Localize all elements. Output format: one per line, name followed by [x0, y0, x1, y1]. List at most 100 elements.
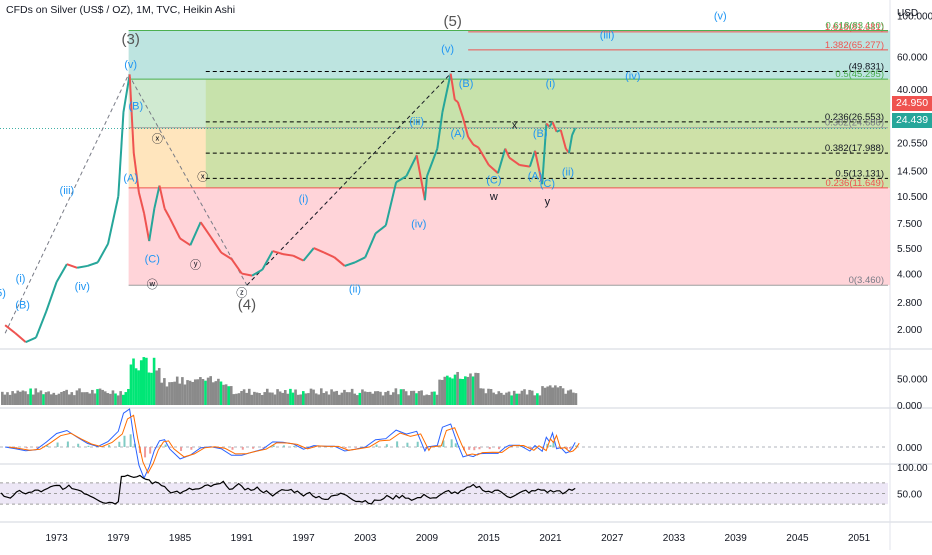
macd-hist-bar [569, 447, 571, 449]
volume-bar [240, 391, 243, 405]
price-segment [26, 338, 36, 343]
volume-bar [143, 357, 146, 405]
volume-bar [124, 392, 127, 405]
wave-label: (iii) [409, 116, 424, 128]
wave-label: 5) [0, 288, 6, 300]
volume-bar [14, 393, 17, 405]
price-segment [98, 244, 108, 263]
volume-bar [52, 393, 55, 405]
macd-hist-bar [355, 447, 357, 448]
macd-hist-bar [557, 447, 559, 448]
fib-level-label: 1.382(65.277) [825, 40, 884, 51]
fib-level-label: 0(3.460) [849, 275, 884, 286]
volume-bar [410, 391, 413, 405]
volume-bar [191, 382, 194, 405]
volume-bar [163, 378, 166, 405]
macd-hist-bar [118, 442, 120, 447]
volume-bar [256, 392, 259, 405]
volume-bar [130, 364, 133, 405]
time-axis-tick: 2051 [848, 533, 871, 544]
volume-bar [132, 358, 135, 405]
time-axis-tick: 1985 [169, 533, 192, 544]
volume-bar [379, 392, 382, 405]
wave-label: (ii) [562, 167, 574, 179]
wave-label: (v) [441, 44, 454, 56]
macd-hist-bar [190, 447, 192, 450]
macd-hist-bar [149, 447, 151, 454]
volume-bar [446, 376, 449, 405]
volume-bar [387, 391, 390, 405]
volume-bar [238, 393, 241, 405]
wave-label: (iii) [600, 30, 615, 42]
volume-bar [407, 395, 410, 405]
volume-bar [503, 395, 506, 405]
time-axis-tick: 1973 [45, 533, 68, 544]
macd-hist-bar [549, 445, 551, 447]
time-axis-tick: 2015 [478, 533, 501, 544]
macd-hist-bar [468, 447, 470, 450]
time-axis-tick: 2045 [786, 533, 809, 544]
volume-bar [137, 370, 140, 405]
volume-bar [189, 381, 192, 405]
macd-hist-bar [478, 447, 480, 449]
volume-bar [70, 392, 73, 405]
macd-hist-bar [36, 447, 38, 448]
volume-bar [335, 391, 338, 405]
volume-bar [557, 387, 560, 405]
price-axis-tick: 7.500 [897, 219, 922, 230]
volume-bar [330, 389, 333, 405]
wave-label: (iv) [75, 281, 90, 293]
volume-bar [55, 395, 58, 405]
volume-bar [451, 378, 454, 405]
volume-bar [364, 391, 367, 405]
macd-hist-bar [283, 445, 285, 447]
volume-bar [449, 377, 452, 405]
volume-bar [433, 392, 436, 405]
volume-bar [227, 386, 230, 405]
macd-hist-bar [130, 434, 132, 447]
volume-bar [104, 391, 107, 405]
volume-bar [521, 391, 524, 405]
volume-bar [60, 392, 63, 405]
wave-label: w [489, 191, 498, 203]
volume-bar [279, 391, 282, 405]
volume-bar [575, 393, 578, 405]
volume-bar [11, 391, 14, 405]
volume-bar [230, 386, 233, 405]
volume-bar [207, 378, 210, 405]
trend-line-1 [5, 74, 128, 333]
volume-bar [317, 394, 320, 405]
volume-bar [225, 384, 228, 405]
macd-hist-bar [26, 447, 28, 448]
volume-bar [425, 395, 428, 405]
volume-bar [369, 392, 372, 405]
volume-bar [315, 393, 318, 405]
volume-bar [40, 390, 43, 405]
time-axis-tick: 2021 [539, 533, 562, 544]
volume-bar [428, 395, 431, 405]
volume-bar [271, 393, 274, 405]
volume-bar [76, 390, 79, 405]
volume-bar [554, 385, 557, 405]
volume-bar [325, 391, 328, 405]
volume-axis-tick: 50.000 [897, 375, 928, 386]
volume-bar [518, 394, 521, 405]
volume-bar [176, 377, 179, 405]
volume-bar [348, 392, 351, 405]
volume-bar [341, 393, 344, 405]
wave-label: (B) [15, 300, 30, 312]
wave-label: (i) [546, 78, 556, 90]
macd-hist-bar [293, 446, 295, 447]
time-axis-tick: 2027 [601, 533, 624, 544]
volume-bar [148, 373, 151, 405]
fib-level-label: 0.236(11.649) [826, 178, 884, 189]
volume-bar [65, 390, 68, 405]
volume-bar [78, 388, 81, 405]
macd-hist-bar [417, 442, 419, 447]
volume-bar [122, 395, 125, 405]
volume-bar [50, 394, 53, 405]
wave-label: (A) [123, 173, 138, 185]
volume-bar [197, 379, 200, 405]
